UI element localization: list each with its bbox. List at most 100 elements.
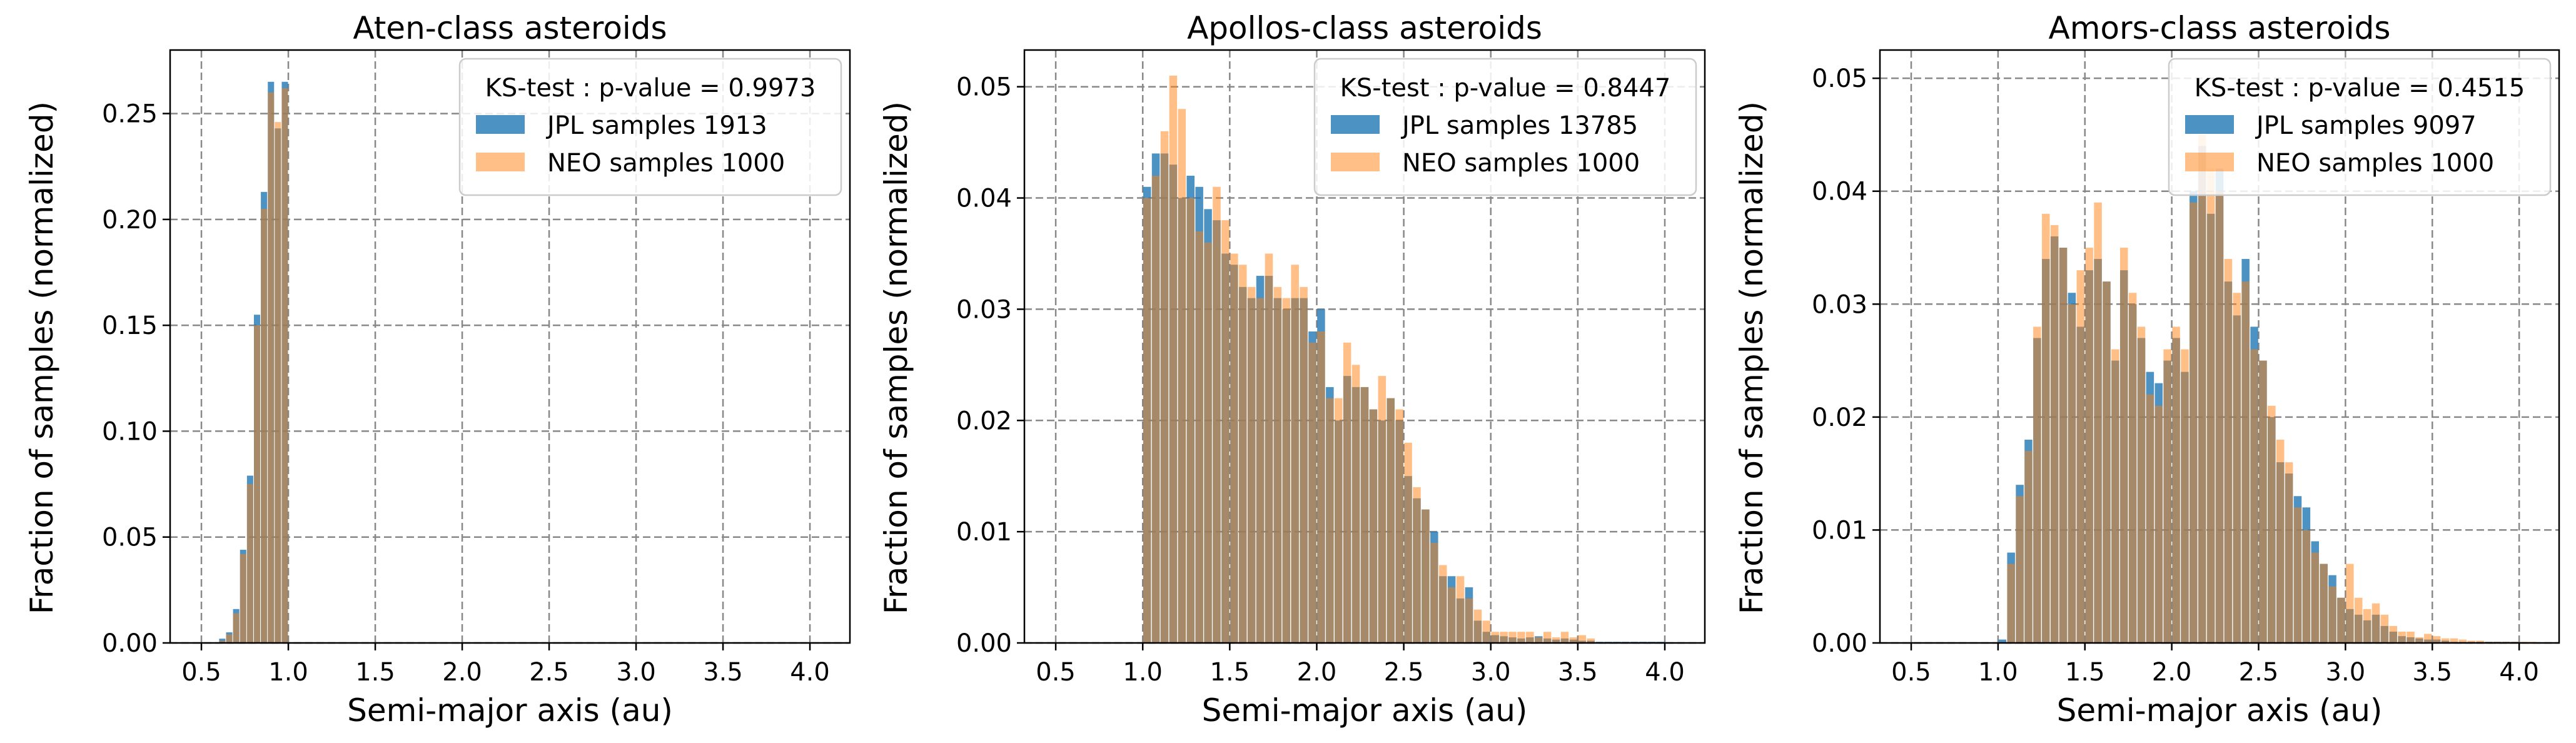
x-tick-label: 0.5 (1891, 658, 1931, 687)
bar-neo (2458, 639, 2467, 643)
bar-neo (2094, 202, 2102, 643)
bar-neo (2059, 248, 2068, 643)
y-tick-label: 0.10 (102, 417, 158, 446)
bar-neo (2389, 625, 2397, 643)
bar-neo (2337, 597, 2345, 643)
bar-neo (2371, 603, 2380, 643)
bar-neo (1491, 632, 1499, 643)
bar-neo (233, 613, 240, 643)
bar-neo (2328, 586, 2336, 643)
legend: KS-test : p-value = 0.4515 JPL samples 90… (2168, 58, 2552, 196)
bar-neo (2259, 360, 2267, 643)
x-tick-label: 2.0 (2152, 658, 2192, 687)
bar-neo (2476, 640, 2484, 643)
legend-label-jpl: JPL samples 9097 (2255, 111, 2477, 140)
bar-neo (2407, 631, 2415, 643)
legend-swatch-jpl (2185, 115, 2234, 134)
bar-neo (1169, 75, 1178, 643)
bar-neo (2128, 293, 2137, 643)
bar-neo (1256, 298, 1265, 644)
bar-neo (240, 553, 246, 643)
y-tick-label: 0.05 (956, 73, 1012, 102)
bar-neo (219, 640, 226, 643)
bar-neo (1456, 576, 1465, 643)
x-tick-label: 2.0 (1297, 658, 1337, 687)
bar-neo (1395, 409, 1403, 643)
y-tick-label: 0.01 (1812, 516, 1867, 545)
bar-neo (1291, 265, 1299, 643)
bar-neo (1369, 409, 1378, 643)
bar-neo (1335, 398, 1343, 643)
chart-apollos: 0.5 1.0 1.5 2.0 2.5 3.0 3.5 4.0 0.00 0.01 0.02 0.03… (878, 10, 1706, 729)
x-tick-label: 3.0 (616, 658, 656, 687)
bar-neo (2111, 349, 2119, 643)
bar-neo (1430, 542, 1438, 643)
bar-neo (1438, 565, 1447, 643)
x-tick-label: 2.5 (2239, 658, 2279, 687)
bar-neo (1543, 632, 1552, 643)
y-tick-label: 0.20 (102, 206, 158, 235)
bar-neo (281, 88, 288, 643)
x-tick-label: 3.5 (703, 658, 743, 687)
bar-neo (1221, 220, 1230, 644)
bar-neo (1386, 398, 1395, 643)
legend-label-jpl: JPL samples 13785 (1400, 111, 1638, 140)
chart-amors: 0.5 1.0 1.5 2.0 2.5 3.0 3.5 4.0 0.00 0.01 0.02 0.03… (1734, 10, 2560, 729)
y-axis-label: Fraction of samples (normalized) (24, 101, 60, 614)
bar-neo (1500, 632, 1508, 643)
bar-neo (2233, 293, 2241, 643)
legend-label-jpl: JPL samples 1913 (545, 111, 767, 140)
bar-neo (2276, 439, 2285, 643)
x-tick-label: 1.5 (1210, 658, 1250, 687)
bar-neo (1473, 609, 1482, 643)
bar-neo (268, 92, 275, 643)
bar-neo (1422, 509, 1430, 643)
bar-neo (1326, 398, 1334, 643)
bar-neo (2163, 349, 2171, 643)
y-tick-label: 0.02 (1812, 403, 1867, 432)
bar-neo (2085, 248, 2093, 643)
bar-neo (2432, 636, 2441, 643)
bar-neo (1569, 637, 1578, 643)
legend-title: KS-test : p-value = 0.4515 (2195, 74, 2525, 103)
bar-neo (2198, 134, 2206, 643)
bar-neo (2042, 213, 2050, 643)
bar-neo (261, 208, 268, 643)
x-tick-label: 1.0 (1978, 658, 2018, 687)
x-tick-label: 3.5 (1558, 658, 1598, 687)
bar-jpl (1998, 639, 2007, 643)
legend-box (1313, 58, 1697, 196)
x-tick-label: 4.0 (2499, 658, 2539, 687)
y-tick-label: 0.03 (956, 295, 1012, 324)
chart-aten: 0.5 1.0 1.5 2.0 2.5 3.0 3.5 4.0 0.00 0.05 0.10 0.15… (24, 10, 851, 729)
bar-neo (2024, 451, 2033, 643)
bar-neo (2215, 191, 2224, 643)
y-tick-label: 0.00 (956, 629, 1012, 658)
bar-neo (2398, 631, 2406, 643)
x-tick-label: 1.5 (2065, 658, 2105, 687)
bar-neo (1204, 242, 1212, 643)
bar-neo (1404, 442, 1412, 643)
series-neo (219, 88, 288, 644)
legend: KS-test : p-value = 0.9973 JPL samples 19… (458, 58, 842, 196)
bar-neo (1265, 253, 1273, 643)
bar-neo (2119, 248, 2128, 643)
bar-neo (2302, 530, 2311, 643)
x-axis-label: Semi-major axis (au) (347, 692, 673, 729)
series-neo (1143, 75, 1595, 644)
bar-neo (1317, 331, 1325, 643)
y-tick-label: 0.05 (1812, 64, 1867, 93)
bar-neo (2016, 496, 2024, 643)
bar-neo (1151, 175, 1160, 643)
bar-neo (275, 122, 281, 644)
bar-neo (1535, 637, 1543, 643)
bar-neo (1160, 131, 1169, 644)
bar-neo (2190, 202, 2198, 643)
bar-neo (2007, 564, 2015, 643)
bar-neo (2320, 564, 2328, 643)
bar-neo (2363, 609, 2371, 643)
plot-frame (1879, 49, 2560, 644)
x-axis-label: Semi-major axis (au) (2057, 692, 2383, 729)
bar-neo (1213, 186, 1221, 643)
